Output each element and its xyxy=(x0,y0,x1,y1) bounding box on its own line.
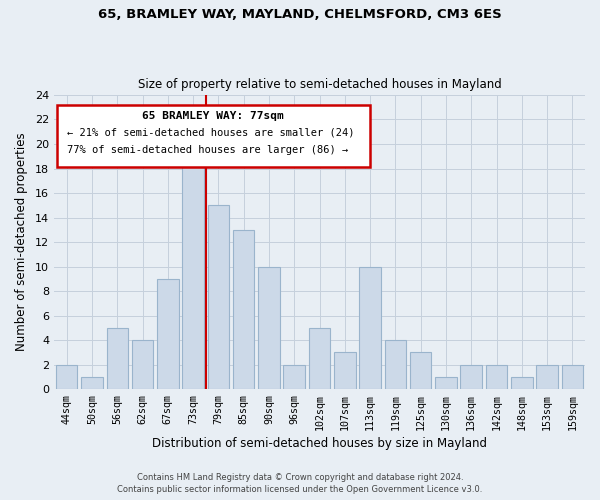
Text: 77% of semi-detached houses are larger (86) →: 77% of semi-detached houses are larger (… xyxy=(67,145,349,155)
FancyBboxPatch shape xyxy=(57,105,370,167)
Bar xyxy=(435,377,457,389)
Bar xyxy=(81,377,103,389)
Bar xyxy=(208,206,229,389)
Bar xyxy=(562,364,583,389)
Text: 65, BRAMLEY WAY, MAYLAND, CHELMSFORD, CM3 6ES: 65, BRAMLEY WAY, MAYLAND, CHELMSFORD, CM… xyxy=(98,8,502,20)
Bar xyxy=(410,352,431,389)
Title: Size of property relative to semi-detached houses in Mayland: Size of property relative to semi-detach… xyxy=(137,78,502,91)
Bar xyxy=(334,352,356,389)
Bar xyxy=(309,328,330,389)
Bar xyxy=(132,340,153,389)
Bar xyxy=(182,156,204,389)
Text: ← 21% of semi-detached houses are smaller (24): ← 21% of semi-detached houses are smalle… xyxy=(67,128,355,138)
Y-axis label: Number of semi-detached properties: Number of semi-detached properties xyxy=(15,133,28,352)
Text: Contains public sector information licensed under the Open Government Licence v3: Contains public sector information licen… xyxy=(118,485,482,494)
Bar xyxy=(283,364,305,389)
Bar xyxy=(385,340,406,389)
Bar xyxy=(536,364,558,389)
Text: 65 BRAMLEY WAY: 77sqm: 65 BRAMLEY WAY: 77sqm xyxy=(142,111,284,121)
Bar xyxy=(107,328,128,389)
Bar xyxy=(233,230,254,389)
Bar xyxy=(486,364,507,389)
Bar xyxy=(258,266,280,389)
X-axis label: Distribution of semi-detached houses by size in Mayland: Distribution of semi-detached houses by … xyxy=(152,437,487,450)
Bar xyxy=(56,364,77,389)
Bar xyxy=(359,266,381,389)
Bar xyxy=(511,377,533,389)
Bar xyxy=(157,279,179,389)
Bar xyxy=(460,364,482,389)
Text: Contains HM Land Registry data © Crown copyright and database right 2024.: Contains HM Land Registry data © Crown c… xyxy=(137,473,463,482)
